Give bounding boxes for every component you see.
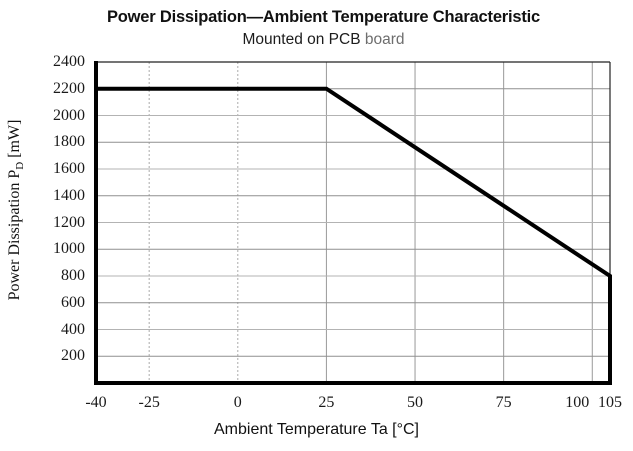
x-tick-label: 75	[495, 394, 512, 411]
chart-subtitle: Mounted on PCB board	[14, 30, 633, 49]
x-tick-label: 0	[233, 394, 242, 411]
chart-title: Power Dissipation—Ambient Temperature Ch…	[106, 8, 541, 26]
x-tick-label: 50	[407, 394, 424, 411]
y-axis-title: Power Dissipation PD [mW]	[6, 119, 27, 301]
y-tick-label: 1200	[53, 213, 85, 231]
y-tick-label: 2000	[53, 106, 85, 124]
x-axis-title: Ambient Temperature Ta [°C]	[213, 421, 419, 438]
y-tick-label: 800	[61, 267, 85, 284]
y-tick-label: 2400	[53, 53, 85, 70]
y-tick-label: 2200	[53, 79, 85, 97]
x-tick-label: 25	[318, 394, 335, 411]
y-tick-label: 1000	[53, 240, 85, 258]
y-tick-label: 1600	[53, 160, 85, 177]
y-tick-label: 600	[61, 293, 85, 311]
y-tick-label: 400	[61, 320, 85, 338]
y-tick-label: 1400	[53, 186, 85, 204]
chart-subtitle-main: Mounted on PCB	[242, 31, 361, 48]
chart-header: Power Dissipation—Ambient Temperature Ch…	[0, 7, 633, 49]
y-axis-title-subscript: D	[14, 161, 27, 170]
x-tick-label: 105	[598, 394, 622, 411]
x-tick-label: -25	[138, 394, 160, 411]
y-tick-label: 1800	[53, 133, 85, 151]
chart-subtitle-board: board	[360, 31, 405, 48]
y-tick-label: 200	[61, 347, 85, 365]
derating-curve	[96, 86, 612, 383]
x-tick-label: 100	[565, 394, 590, 411]
x-tick-label: -40	[85, 394, 107, 411]
